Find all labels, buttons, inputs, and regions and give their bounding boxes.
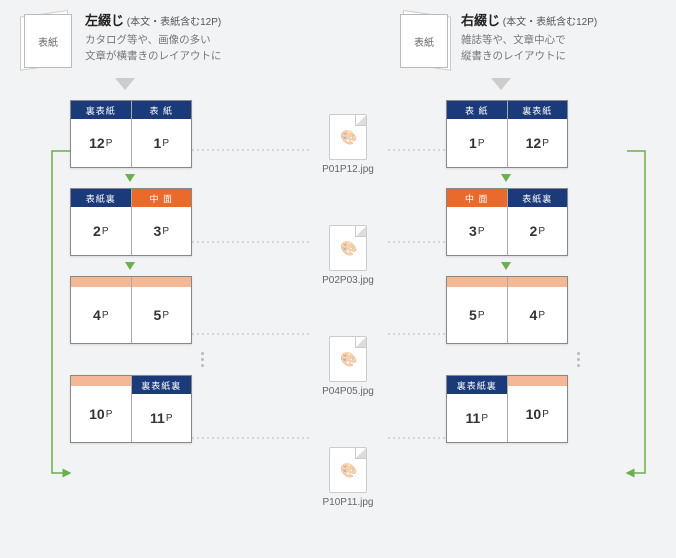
file-name: P04P05.jpg [298, 386, 398, 397]
right-binding-column: 表紙 右綴じ (本文・表紙含む12P) 雑誌等や、文章中心で 縦書きのレイアウト… [396, 10, 656, 449]
page-tab: 裏表紙 [508, 101, 568, 119]
page-spread: 裏表紙 12P 表 紙 1P [70, 100, 192, 168]
page-right: 裏表紙裏 11P [131, 376, 192, 442]
page-tab [508, 277, 568, 287]
page-spread: 10P 裏表紙裏 11P [70, 375, 192, 443]
arrow-down-icon [501, 174, 511, 182]
page-right: 4P [507, 277, 568, 343]
page-spread: 中 面 3P 表紙裏 2P [446, 188, 568, 256]
page-right: 表紙裏 2P [507, 189, 568, 255]
right-header: 表紙 右綴じ (本文・表紙含む12P) 雑誌等や、文章中心で 縦書きのレイアウト… [396, 10, 656, 70]
left-header: 表紙 左綴じ (本文・表紙含む12P) カタログ等や、画像の多い 文章が横書きの… [20, 10, 280, 70]
left-title: 左綴じ (本文・表紙含む12P) [85, 10, 222, 29]
page-number: 4P [508, 287, 568, 343]
page-left: 裏表紙裏 11P [447, 376, 507, 442]
down-arrow-icon [115, 78, 135, 90]
page-number: 4P [71, 287, 131, 343]
jpg-file-icon [329, 225, 367, 271]
page-tab: 裏表紙裏 [447, 376, 507, 394]
page-tab: 裏表紙 [71, 101, 131, 119]
page-tab: 表紙裏 [508, 189, 568, 207]
page-number: 2P [508, 207, 568, 255]
right-desc: 雑誌等や、文章中心で 縦書きのレイアウトに [461, 33, 597, 65]
arrow-down-icon [125, 262, 135, 270]
page-tab [508, 376, 568, 386]
page-number: 2P [71, 207, 131, 255]
down-arrow-icon [491, 78, 511, 90]
page-tab: 裏表紙裏 [132, 376, 192, 394]
right-title: 右綴じ (本文・表紙含む12P) [461, 10, 597, 29]
left-desc: カタログ等や、画像の多い 文章が横書きのレイアウトに [85, 33, 222, 65]
page-left: 表 紙 1P [447, 101, 507, 167]
file-column: P01P12.jpg P02P03.jpg P04P05.jpg P10P11.… [298, 114, 398, 558]
arrow-down-icon [125, 174, 135, 182]
page-left: 表紙裏 2P [71, 189, 131, 255]
page-right: 5P [131, 277, 192, 343]
page-spread: 表紙裏 2P 中 面 3P [70, 188, 192, 256]
right-booklet-icon: 表紙 [396, 10, 451, 70]
jpg-file-icon [329, 336, 367, 382]
page-number: 5P [132, 287, 192, 343]
page-tab: 表紙裏 [71, 189, 131, 207]
page-tab: 中 面 [447, 189, 507, 207]
page-spread: 4P 5P [70, 276, 192, 344]
page-left: 10P [71, 376, 131, 442]
page-number: 12P [508, 119, 568, 167]
jpg-file-icon [329, 447, 367, 493]
page-number: 1P [447, 119, 507, 167]
file-name: P02P03.jpg [298, 275, 398, 286]
ellipsis-icon [501, 350, 656, 369]
right-cover-label: 表紙 [400, 14, 448, 68]
page-tab [71, 376, 131, 386]
page-spread: 裏表紙裏 11P 10P [446, 375, 568, 443]
page-number: 3P [132, 207, 192, 255]
page-right: 中 面 3P [131, 189, 192, 255]
left-booklet-icon: 表紙 [20, 10, 75, 70]
file-item: P02P03.jpg [298, 225, 398, 286]
page-number: 11P [132, 394, 192, 442]
arrow-down-icon [501, 262, 511, 270]
page-number: 11P [447, 394, 507, 442]
page-right: 裏表紙 12P [507, 101, 568, 167]
page-right: 表 紙 1P [131, 101, 192, 167]
page-number: 12P [71, 119, 131, 167]
file-name: P01P12.jpg [298, 164, 398, 175]
left-binding-column: 表紙 左綴じ (本文・表紙含む12P) カタログ等や、画像の多い 文章が横書きの… [20, 10, 280, 449]
ellipsis-icon [125, 350, 280, 369]
file-item: P10P11.jpg [298, 447, 398, 508]
jpg-file-icon [329, 114, 367, 160]
diagram-container: 表紙 左綴じ (本文・表紙含む12P) カタログ等や、画像の多い 文章が横書きの… [10, 10, 666, 538]
page-number: 5P [447, 287, 507, 343]
page-tab: 中 面 [132, 189, 192, 207]
right-spreads: 表 紙 1P 裏表紙 12P 中 面 3P 表紙裏 2P 5P 4P 裏表紙裏 … [396, 100, 656, 443]
page-left: 中 面 3P [447, 189, 507, 255]
page-tab: 表 紙 [447, 101, 507, 119]
page-spread: 5P 4P [446, 276, 568, 344]
page-tab [447, 277, 507, 287]
file-name: P10P11.jpg [298, 497, 398, 508]
left-spreads: 裏表紙 12P 表 紙 1P 表紙裏 2P 中 面 3P 4P 5P 10P [20, 100, 280, 443]
left-cover-label: 表紙 [24, 14, 72, 68]
page-left: 5P [447, 277, 507, 343]
page-number: 1P [132, 119, 192, 167]
page-spread: 表 紙 1P 裏表紙 12P [446, 100, 568, 168]
page-number: 3P [447, 207, 507, 255]
file-item: P04P05.jpg [298, 336, 398, 397]
page-tab [132, 277, 192, 287]
page-left: 裏表紙 12P [71, 101, 131, 167]
file-item: P01P12.jpg [298, 114, 398, 175]
page-right: 10P [507, 376, 568, 442]
page-number: 10P [508, 386, 568, 442]
page-left: 4P [71, 277, 131, 343]
page-tab [71, 277, 131, 287]
page-number: 10P [71, 386, 131, 442]
page-tab: 表 紙 [132, 101, 192, 119]
